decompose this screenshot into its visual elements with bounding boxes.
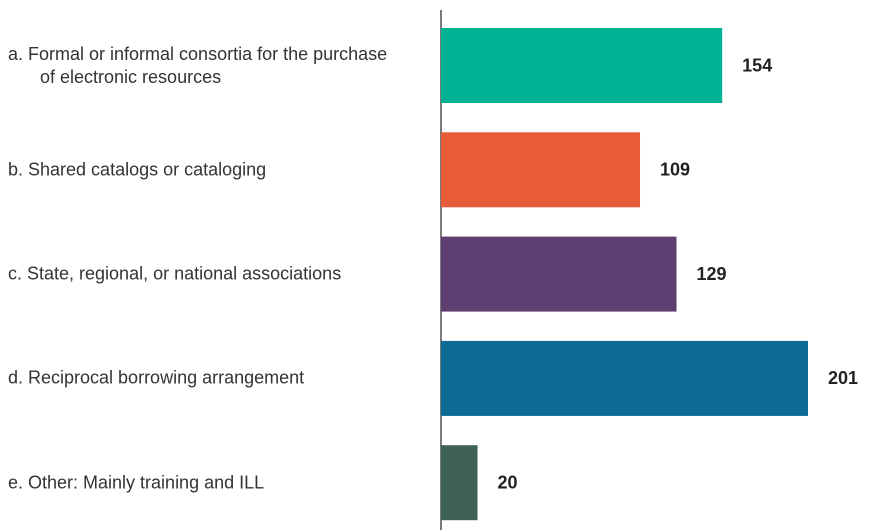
bar <box>441 340 808 416</box>
category-label: e. Other: Mainly training and ILL <box>8 472 265 493</box>
value-label: 109 <box>660 160 690 180</box>
category-label: c. State, regional, or national associat… <box>8 263 342 284</box>
bar <box>441 28 723 103</box>
bar <box>441 236 677 312</box>
value-label: 154 <box>742 55 772 75</box>
bar <box>441 445 478 521</box>
value-label: 201 <box>828 368 858 388</box>
value-label: 20 <box>498 472 518 492</box>
category-label: d. Reciprocal borrowing arrangement <box>8 367 305 388</box>
category-label: b. Shared catalogs or cataloging <box>8 159 267 180</box>
value-label: 129 <box>697 264 727 284</box>
bar <box>441 132 641 208</box>
category-label: a. Formal or informal consortia for the … <box>8 43 388 87</box>
